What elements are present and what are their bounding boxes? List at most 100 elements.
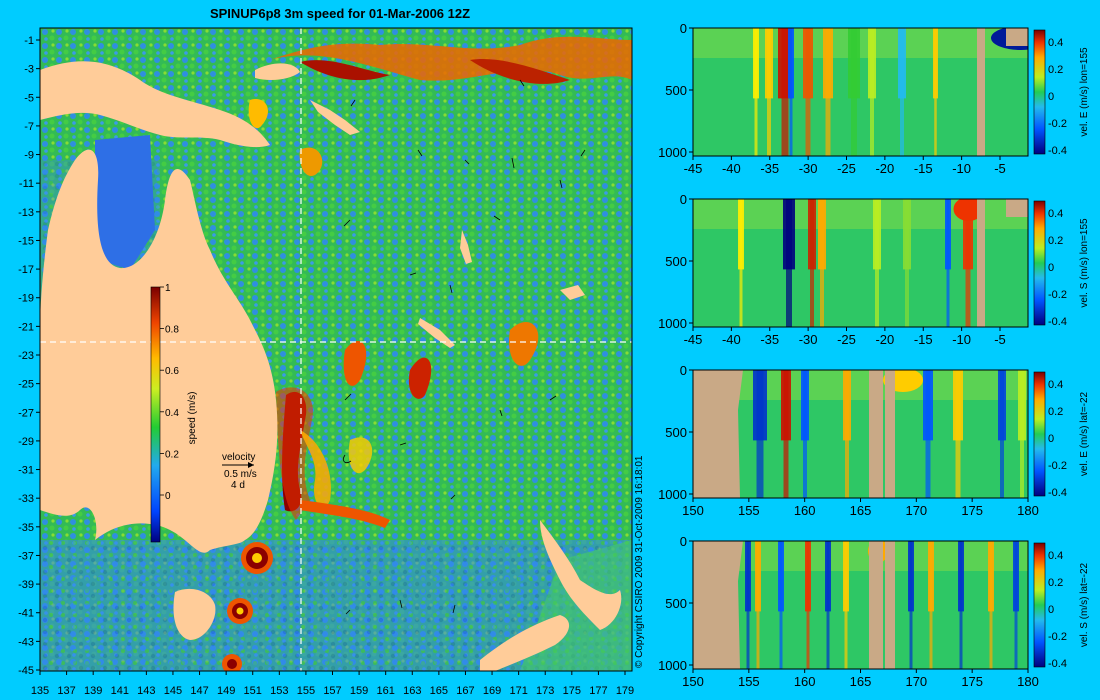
speed-colorbar-label: speed (m/s) [187, 392, 198, 445]
lon-tick-labels: 135 137 139 141 143 145 147 149 151 153 155 157 159 1… [31, 671, 634, 697]
section-x-tick-label: -45 [684, 332, 703, 347]
section-x-tick-label: -25 [837, 161, 856, 176]
lat-tick-label: -25 [18, 379, 34, 391]
section-x-tick-label: -45 [684, 161, 703, 176]
lon-tick-label: 161 [377, 685, 395, 697]
lon-tick-label: 155 [297, 685, 315, 697]
section-y-tick-label: 500 [665, 425, 687, 440]
lat-tick-label: -5 [24, 92, 34, 104]
lon-tick-label: 139 [84, 685, 102, 697]
lon-tick-label: 167 [456, 685, 474, 697]
section-x-tick-label: -40 [722, 332, 741, 347]
section-y-tick-label: 1000 [658, 487, 687, 502]
section-x-tick-label: 150 [682, 674, 704, 689]
section-x-tick-label: 160 [794, 503, 816, 518]
lat-tick-label: -3 [24, 64, 34, 76]
section-x-tick-label: 170 [905, 503, 927, 518]
section-y-tick-label: 0 [680, 21, 687, 36]
velocity-key-title: velocity [222, 452, 255, 463]
section-colorbar-tick-label: 0.4 [1048, 550, 1063, 562]
section-colorbar-tick-label: 0 [1048, 433, 1054, 445]
fiji-land [560, 285, 585, 300]
tasman-front [300, 500, 390, 528]
lat-tick-labels: -1 -3 -5 -7 -9 -11 -13 -15 -17 -19 -21 -23 -25 -27 -29… [18, 35, 40, 677]
speed-colorbar-tick-label: 0 [165, 491, 171, 502]
section-x-tick-label: 160 [794, 674, 816, 689]
section-x-tick-label: 175 [961, 674, 983, 689]
lat-tick-label: -39 [18, 579, 34, 591]
eddy-3 [222, 654, 242, 671]
section-colorbar-tick-label: 0 [1048, 604, 1054, 616]
section-land [693, 541, 743, 669]
new-britain-land [255, 63, 300, 80]
lon-tick-label: 179 [616, 685, 634, 697]
new-zealand-south-land [480, 615, 570, 671]
section-x-tick-label: 165 [850, 674, 872, 689]
lon-tick-label: 173 [536, 685, 554, 697]
lat-tick-label: -19 [18, 293, 34, 305]
section-colorbar-tick-label: 0.2 [1048, 406, 1063, 418]
velocity-key-arrowhead-icon [248, 462, 254, 468]
lon-tick-label: 147 [190, 685, 208, 697]
lon-tick-label: 159 [350, 685, 368, 697]
section-frame [692, 198, 1029, 328]
section-surface-feature [953, 199, 984, 221]
section-land [869, 541, 883, 669]
lon-tick-label: 177 [589, 685, 607, 697]
lat-tick-label: -23 [18, 350, 34, 362]
speed-colorbar: 1 0.8 0.6 0.4 0.2 0 speed (m/s) [150, 283, 198, 543]
velocity-key: velocity 0.5 m/s 4 d [222, 452, 257, 491]
section-x-tick-label: -35 [760, 332, 779, 347]
lat-tick-label: -7 [24, 121, 34, 133]
section-x-tick-label: 150 [682, 503, 704, 518]
section-y-tick-label: 500 [665, 254, 687, 269]
section-x-tick-label: 180 [1017, 503, 1039, 518]
section-label: vel. S (m/s) lat=-22 [1079, 562, 1090, 647]
section-y-tick-label: 500 [665, 596, 687, 611]
section-x-tick-label: -20 [875, 161, 894, 176]
lat-tick-label: -17 [18, 264, 34, 276]
section-panel-1: 0 500 1000-45 -40 -35 -30 -25 -20 -15 -10 -5 0.4 0.2… [658, 21, 1090, 176]
section-x-tick-label: -30 [799, 161, 818, 176]
lat-tick-label: -29 [18, 436, 34, 448]
section-x-tick-label: -5 [994, 332, 1006, 347]
section-x-tick-label: -15 [914, 161, 933, 176]
section-x-tick-label: 155 [738, 503, 760, 518]
section-colorbar-tick-label: -0.4 [1048, 145, 1067, 157]
lat-tick-label: -15 [18, 235, 34, 247]
lat-tick-label: -37 [18, 550, 34, 562]
lon-tick-label: 143 [137, 685, 155, 697]
section-colorbar-tick-label: 0.2 [1048, 235, 1063, 247]
section-x-tick-label: -35 [760, 161, 779, 176]
section-field [693, 541, 1028, 669]
velocity-key-duration: 4 d [231, 480, 245, 491]
section-colorbar [1033, 542, 1046, 668]
section-colorbar-tick-label: 0.4 [1048, 37, 1063, 49]
lon-tick-label: 163 [403, 685, 421, 697]
section-y-tick-label: 0 [680, 534, 687, 549]
new-caledonia-land [418, 318, 455, 348]
section-field [693, 28, 1028, 156]
mid-feature-3 [509, 321, 539, 366]
section-y-tick-label: 1000 [658, 658, 687, 673]
lon-tick-label: 171 [509, 685, 527, 697]
section-y-tick-label: 0 [680, 192, 687, 207]
section-colorbar-tick-label: -0.2 [1048, 289, 1067, 301]
lon-tick-label: 151 [244, 685, 262, 697]
velocity-key-speed: 0.5 m/s [224, 469, 257, 480]
section-x-tick-label: -30 [799, 332, 818, 347]
section-land [693, 370, 743, 498]
mid-feature-4 [248, 99, 269, 129]
solomon-islands-land [310, 100, 360, 135]
mid-feature-2 [408, 357, 432, 399]
section-label: vel. E (m/s) lon=155 [1079, 47, 1090, 137]
eddy-loop [300, 430, 331, 508]
vanuatu-land [460, 230, 472, 264]
lon-tick-label: 165 [430, 685, 448, 697]
lat-tick-label: -21 [18, 321, 34, 333]
speed-colorbar-tick-label: 0.6 [165, 366, 179, 377]
